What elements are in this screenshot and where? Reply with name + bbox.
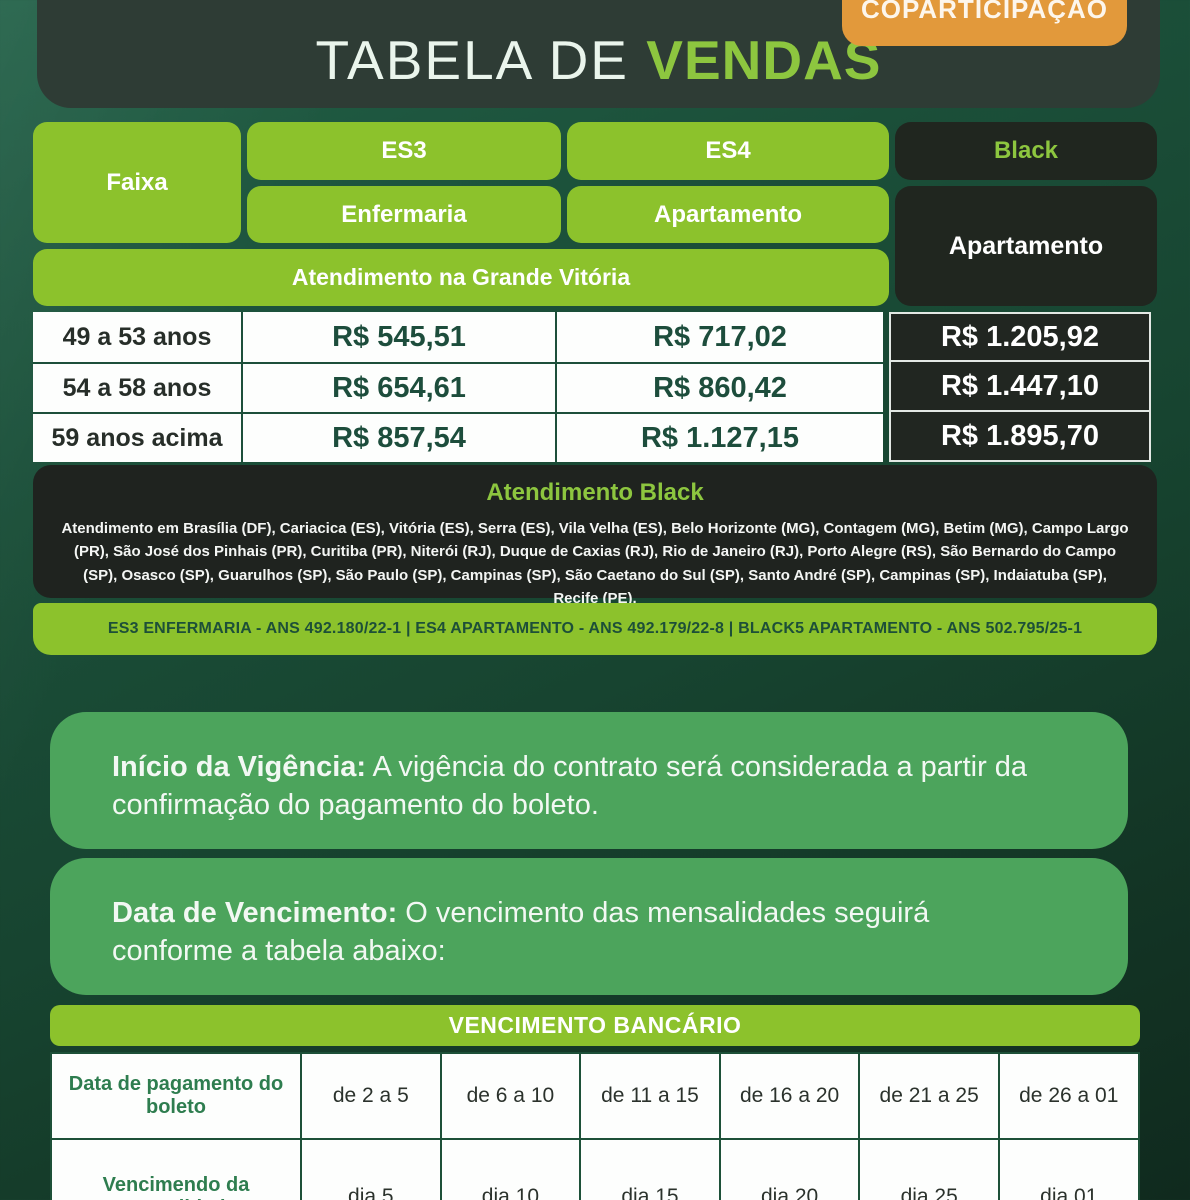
es4-price-cell: R$ 860,42 bbox=[555, 362, 883, 412]
payment-range-cell: de 21 a 25 bbox=[858, 1054, 998, 1138]
age-band-cell: 59 anos acima bbox=[33, 412, 241, 462]
payment-range-cell: de 2 a 5 bbox=[300, 1054, 440, 1138]
due-date-note-body: O vencimento das mensalidades seguirá co… bbox=[112, 897, 930, 968]
validity-note-text: Início da Vigência: A vigência do contra… bbox=[112, 748, 1058, 825]
black-coverage-box: Atendimento Black Atendimento em Brasíli… bbox=[33, 465, 1157, 607]
black-price-cell: R$ 1.447,10 bbox=[889, 362, 1151, 412]
due-day-cell: dia 20 bbox=[718, 1138, 859, 1200]
validity-note-lead: Início da Vigência: bbox=[112, 751, 367, 783]
es4-room-cell: Apartamento bbox=[567, 186, 889, 243]
validity-note-card: Início da Vigência: A vigência do contra… bbox=[50, 712, 1128, 849]
black-coverage-text: Atendimento em Brasília (DF), Cariacica … bbox=[61, 520, 1129, 607]
es4-price-cell: R$ 1.127,15 bbox=[555, 412, 883, 462]
black-coverage-title: Atendimento Black bbox=[486, 479, 704, 506]
due-date-note-text: Data de Vencimento: O vencimento das men… bbox=[112, 894, 1058, 971]
ans-registry-text: ES3 ENFERMARIA - ANS 492.180/22-1 | ES4 … bbox=[107, 620, 1083, 637]
coparticipation-badge: COPARTICIPAÇÃO bbox=[842, 0, 1127, 46]
black-room-cell: Apartamento bbox=[895, 186, 1157, 306]
ans-registry-bar: ES3 ENFERMARIA - ANS 492.180/22-1 | ES4 … bbox=[33, 603, 1157, 655]
validity-note-body: A vigência do contrato será considerada … bbox=[112, 751, 1028, 822]
payment-range-cell: de 16 a 20 bbox=[718, 1054, 859, 1138]
price-rows: 49 a 53 anos R$ 545,51 R$ 717,02 R$ 1.20… bbox=[33, 312, 1157, 462]
due-day-cell: dia 01 bbox=[997, 1138, 1138, 1200]
due-day-cell: dia 5 bbox=[300, 1138, 440, 1200]
es3-price-cell: R$ 545,51 bbox=[241, 312, 555, 362]
bank-due-title-text: VENCIMENTO BANCÁRIO bbox=[448, 1012, 742, 1038]
due-date-note-card: Data de Vencimento: O vencimento das men… bbox=[50, 858, 1128, 995]
due-date-note-lead: Data de Vencimento: bbox=[112, 897, 398, 929]
monthly-due-label-cell: Vencimendo da mensalidade bbox=[52, 1138, 300, 1200]
age-band-cell: 49 a 53 anos bbox=[33, 312, 241, 362]
coparticipation-badge-label: COPARTICIPAÇÃO bbox=[860, 0, 1109, 24]
due-day-cell: dia 15 bbox=[579, 1138, 719, 1200]
plan-es4-header-cell: ES4 bbox=[567, 122, 889, 180]
black-price-cell: R$ 1.205,92 bbox=[889, 312, 1151, 362]
plan-black-header-cell: Black bbox=[895, 122, 1157, 180]
faixa-header-cell: Faixa bbox=[33, 122, 241, 243]
payment-range-cell: de 26 a 01 bbox=[997, 1054, 1138, 1138]
age-band-cell: 54 a 58 anos bbox=[33, 362, 241, 412]
payment-range-cell: de 11 a 15 bbox=[579, 1054, 719, 1138]
due-day-cell: dia 10 bbox=[439, 1138, 580, 1200]
page-title: TABELA DE VENDAS bbox=[316, 28, 882, 92]
page-title-regular: TABELA DE bbox=[315, 29, 629, 91]
es3-price-cell: R$ 654,61 bbox=[241, 362, 555, 412]
es3-price-cell: R$ 857,54 bbox=[241, 412, 555, 462]
payment-range-cell: de 6 a 10 bbox=[439, 1054, 580, 1138]
table-row: 54 a 58 anos R$ 654,61 R$ 860,42 R$ 1.44… bbox=[33, 362, 1157, 412]
es3-room-cell: Enfermaria bbox=[247, 186, 561, 243]
table-row: 49 a 53 anos R$ 545,51 R$ 717,02 R$ 1.20… bbox=[33, 312, 1157, 362]
plan-es3-header-cell: ES3 bbox=[247, 122, 561, 180]
bank-due-table: Data de pagamento do boleto de 2 a 5 de … bbox=[50, 1052, 1140, 1200]
black-price-cell: R$ 1.895,70 bbox=[889, 412, 1151, 462]
payment-date-label-cell: Data de pagamento do boleto bbox=[68, 1073, 284, 1118]
es4-price-cell: R$ 717,02 bbox=[555, 312, 883, 362]
plans-table-header: Faixa ES3 ES4 Black Enfermaria Apartamen… bbox=[33, 122, 1157, 306]
region-banner: Atendimento na Grande Vitória bbox=[33, 249, 889, 306]
page-title-accent: VENDAS bbox=[646, 29, 882, 91]
due-day-cell: dia 25 bbox=[858, 1138, 998, 1200]
table-row: 59 anos acima R$ 857,54 R$ 1.127,15 R$ 1… bbox=[33, 412, 1157, 462]
bank-due-table-title: VENCIMENTO BANCÁRIO bbox=[50, 1005, 1140, 1046]
